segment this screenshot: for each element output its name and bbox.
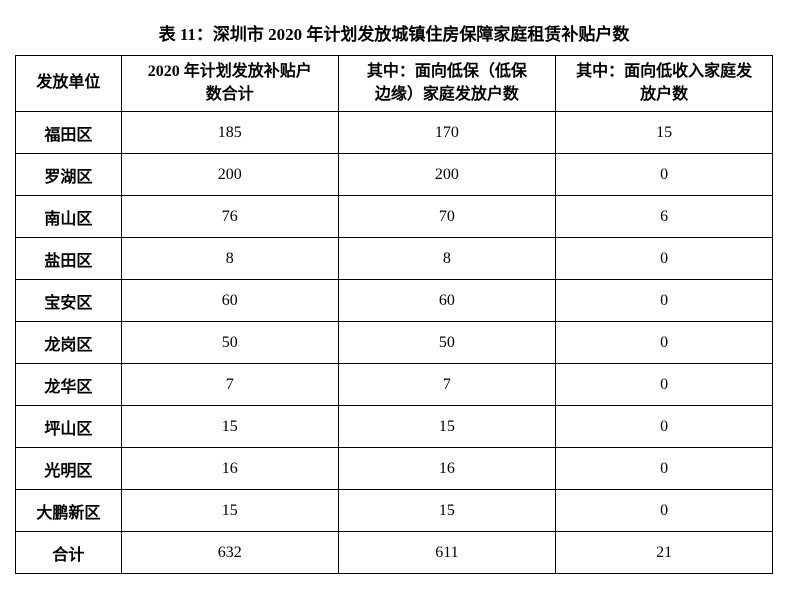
table-body: 福田区 185 170 15 罗湖区 200 200 0 南山区 76 70 6… <box>16 112 773 574</box>
cell-dibao: 15 <box>338 490 556 532</box>
cell-total: 15 <box>121 406 338 448</box>
cell-unit: 宝安区 <box>16 280 122 322</box>
cell-dibao: 8 <box>338 238 556 280</box>
cell-total: 76 <box>121 196 338 238</box>
cell-dibao: 7 <box>338 364 556 406</box>
cell-unit: 龙岗区 <box>16 322 122 364</box>
table-row: 南山区 76 70 6 <box>16 196 773 238</box>
table-row: 宝安区 60 60 0 <box>16 280 773 322</box>
cell-unit: 光明区 <box>16 448 122 490</box>
table-row: 光明区 16 16 0 <box>16 448 773 490</box>
cell-dibao: 170 <box>338 112 556 154</box>
header-total: 2020 年计划发放补贴户数合计 <box>121 56 338 112</box>
cell-lowincome: 0 <box>556 280 773 322</box>
cell-lowincome: 0 <box>556 364 773 406</box>
cell-dibao: 50 <box>338 322 556 364</box>
cell-lowincome: 15 <box>556 112 773 154</box>
table-row: 罗湖区 200 200 0 <box>16 154 773 196</box>
table-row-total: 合计 632 611 21 <box>16 532 773 574</box>
cell-total: 200 <box>121 154 338 196</box>
header-unit: 发放单位 <box>16 56 122 112</box>
cell-unit: 龙华区 <box>16 364 122 406</box>
cell-lowincome: 21 <box>556 532 773 574</box>
cell-unit: 盐田区 <box>16 238 122 280</box>
table-row: 坪山区 15 15 0 <box>16 406 773 448</box>
cell-dibao: 60 <box>338 280 556 322</box>
cell-unit: 坪山区 <box>16 406 122 448</box>
subsidy-table: 发放单位 2020 年计划发放补贴户数合计 其中：面向低保（低保边缘）家庭发放户… <box>15 55 773 574</box>
cell-total: 15 <box>121 490 338 532</box>
cell-total: 185 <box>121 112 338 154</box>
cell-dibao: 16 <box>338 448 556 490</box>
table-header-row: 发放单位 2020 年计划发放补贴户数合计 其中：面向低保（低保边缘）家庭发放户… <box>16 56 773 112</box>
cell-dibao: 70 <box>338 196 556 238</box>
cell-unit: 罗湖区 <box>16 154 122 196</box>
table-row: 大鹏新区 15 15 0 <box>16 490 773 532</box>
cell-dibao: 611 <box>338 532 556 574</box>
cell-unit: 大鹏新区 <box>16 490 122 532</box>
cell-lowincome: 0 <box>556 322 773 364</box>
cell-unit: 南山区 <box>16 196 122 238</box>
table-row: 盐田区 8 8 0 <box>16 238 773 280</box>
cell-total: 60 <box>121 280 338 322</box>
cell-unit: 合计 <box>16 532 122 574</box>
cell-total: 8 <box>121 238 338 280</box>
cell-lowincome: 0 <box>556 238 773 280</box>
cell-lowincome: 6 <box>556 196 773 238</box>
cell-total: 16 <box>121 448 338 490</box>
table-row: 福田区 185 170 15 <box>16 112 773 154</box>
table-title: 表 11：深圳市 2020 年计划发放城镇住房保障家庭租赁补贴户数 <box>15 20 773 45</box>
cell-total: 632 <box>121 532 338 574</box>
header-lowincome: 其中：面向低收入家庭发放户数 <box>556 56 773 112</box>
cell-dibao: 200 <box>338 154 556 196</box>
cell-total: 50 <box>121 322 338 364</box>
header-dibao: 其中：面向低保（低保边缘）家庭发放户数 <box>338 56 556 112</box>
table-row: 龙岗区 50 50 0 <box>16 322 773 364</box>
cell-lowincome: 0 <box>556 490 773 532</box>
cell-total: 7 <box>121 364 338 406</box>
cell-lowincome: 0 <box>556 154 773 196</box>
cell-lowincome: 0 <box>556 448 773 490</box>
cell-dibao: 15 <box>338 406 556 448</box>
cell-unit: 福田区 <box>16 112 122 154</box>
cell-lowincome: 0 <box>556 406 773 448</box>
table-row: 龙华区 7 7 0 <box>16 364 773 406</box>
